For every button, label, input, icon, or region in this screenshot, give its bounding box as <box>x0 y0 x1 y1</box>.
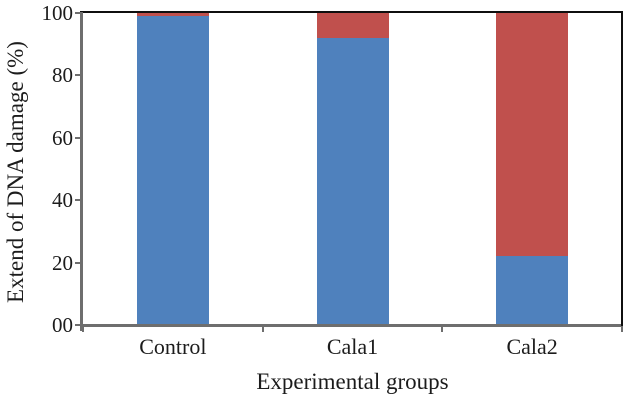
y-tick-label: 00 <box>52 313 73 337</box>
bar-segment-blue-segment <box>316 37 389 325</box>
x-category-label: Cala2 <box>506 334 558 359</box>
bar-segment-red-segment <box>496 13 569 257</box>
y-tick-label: 80 <box>52 63 73 88</box>
x-category-label: Cala1 <box>326 334 379 359</box>
y-tick-mark <box>75 74 83 77</box>
plot-top-border <box>80 11 623 13</box>
y-tick-label: 60 <box>52 125 73 150</box>
axis-bottom-spine <box>80 324 623 327</box>
plot-right-border <box>621 11 623 326</box>
y-tick-mark <box>75 261 83 264</box>
y-tick-label: 100 <box>41 1 74 25</box>
y-tick-label: 20 <box>52 250 73 275</box>
bar-segment-red-segment <box>136 13 209 17</box>
x-tick-mark <box>441 327 444 332</box>
y-tick-mark <box>75 136 83 139</box>
y-tick-mark <box>75 324 83 326</box>
x-tick-mark <box>261 327 264 332</box>
bar-segment-blue-segment <box>136 16 209 325</box>
y-tick-label: 40 <box>52 188 73 213</box>
x-axis-title: Experimental groups <box>256 369 449 394</box>
x-tick-mark <box>82 327 84 332</box>
bar-segment-red-segment <box>316 13 389 38</box>
x-tick-mark <box>621 327 623 332</box>
y-tick-mark <box>75 199 83 202</box>
bar-segment-blue-segment <box>496 256 569 325</box>
x-category-label: Control <box>139 334 207 359</box>
axis-left-spine <box>80 11 83 331</box>
y-tick-mark <box>75 12 83 14</box>
